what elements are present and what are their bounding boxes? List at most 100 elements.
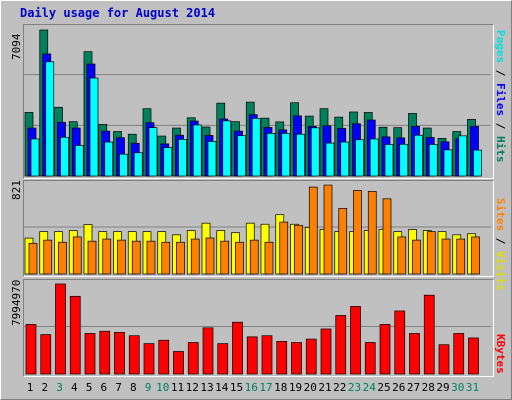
pages-bar (266, 133, 276, 177)
sites-bar (264, 241, 274, 275)
sites-bar (117, 239, 126, 275)
x-tick-label: 20 (303, 381, 317, 394)
x-tick-label: 7 (115, 381, 122, 394)
kbytes-bar (291, 342, 302, 375)
pages-bar (133, 152, 143, 177)
pages-bar (369, 138, 379, 177)
x-tick-label: 4 (70, 381, 78, 394)
x-tick-label: 10 (156, 381, 170, 394)
sites-bar (294, 224, 303, 275)
kbytes-bar (84, 333, 96, 375)
sites-bar (205, 237, 215, 275)
x-tick-label: 1 (26, 381, 34, 394)
x-tick-label: 2 (41, 381, 49, 394)
x-tick-label: 16 (244, 381, 258, 394)
sites-bar (308, 186, 318, 275)
x-tick-label: 25 (377, 381, 391, 394)
sites-bar (323, 184, 333, 275)
sites-bar (102, 238, 112, 275)
pages-bar (399, 143, 409, 177)
sites-bar (235, 241, 244, 275)
sites-bar (220, 240, 230, 275)
sites-bar (131, 240, 141, 275)
pages-bar (310, 127, 320, 177)
kbytes-bar (217, 343, 229, 375)
pages-bar (325, 142, 335, 177)
sites-bar (190, 238, 200, 275)
pages-bar (458, 135, 468, 177)
pages-bar (251, 118, 261, 177)
x-tick-label: 15 (229, 381, 244, 394)
sites-bar (72, 236, 82, 275)
x-tick-label: 14 (215, 381, 229, 394)
x-tick-label: 6 (100, 381, 108, 394)
kbytes-bar (128, 335, 140, 375)
x-tick-label: 21 (318, 381, 332, 394)
pages-bar (45, 61, 55, 177)
x-tick-label: 23 (347, 381, 362, 394)
sites-bar (146, 240, 156, 275)
pages-bar (60, 136, 69, 177)
pages-bar (148, 127, 158, 177)
x-tick-label: 26 (392, 381, 406, 394)
sites-bar (161, 241, 171, 275)
pages-bar (104, 141, 114, 177)
kbytes-bar (55, 283, 66, 375)
kbytes-bar (320, 328, 332, 375)
kbytes-bar (187, 342, 199, 375)
x-tick-label: 18 (274, 381, 288, 394)
pages-bar (74, 145, 84, 177)
sites-bar (367, 191, 377, 275)
kbytes-bar (173, 351, 184, 375)
kbytes-bar (202, 327, 214, 375)
sites-bar (441, 238, 451, 275)
pages-bar (222, 120, 232, 177)
x-tick-label: 13 (200, 381, 214, 394)
pages-bar (428, 144, 438, 177)
x-tick-label: 12 (185, 381, 199, 394)
kbytes-bar (335, 315, 347, 375)
sites-bar (382, 198, 392, 275)
x-tick-label: 8 (129, 381, 137, 394)
x-tick-label: 30 (451, 381, 465, 394)
kbytes-bar (25, 324, 37, 375)
kbytes-bar (423, 294, 435, 375)
x-tick-label: 17 (259, 381, 273, 394)
pages-bar (414, 134, 423, 177)
sites-bar (471, 236, 480, 275)
sites-bar (456, 238, 466, 275)
sites-bar (426, 231, 436, 275)
x-tick-label: 28 (421, 381, 435, 394)
kbytes-bar (394, 310, 406, 375)
pages-bar (237, 135, 246, 177)
x-tick-label: 19 (288, 381, 303, 394)
kbytes-bar (379, 324, 391, 375)
sites-bar (58, 241, 67, 275)
kbytes-bar (453, 333, 465, 375)
x-tick-label: 24 (362, 381, 376, 394)
sites-bar (397, 236, 407, 275)
x-tick-label: 11 (170, 381, 185, 394)
kbytes-bar (364, 342, 376, 375)
pages-bar (30, 138, 40, 177)
x-tick-label: 31 (465, 381, 480, 394)
x-tick-label: 27 (406, 381, 421, 394)
kbytes-bar (468, 337, 479, 375)
chart-title: Daily usage for August 2014 (20, 6, 216, 20)
pages-bar (119, 153, 128, 177)
pages-bar (207, 141, 217, 177)
kbytes-bar (409, 333, 420, 375)
kbytes-bar (276, 341, 288, 375)
pages-bar (281, 133, 291, 177)
kbytes-bar (143, 343, 155, 375)
kbytes-bar (350, 306, 361, 375)
pages-bar (296, 133, 305, 177)
x-tick-label: 3 (56, 381, 63, 394)
sites-bar (353, 190, 362, 275)
x-tick-label: 9 (144, 381, 152, 394)
kbytes-bar (246, 336, 258, 375)
kbytes-bar (158, 339, 170, 375)
kbytes-bar (305, 338, 317, 375)
pages-bar (163, 147, 173, 177)
